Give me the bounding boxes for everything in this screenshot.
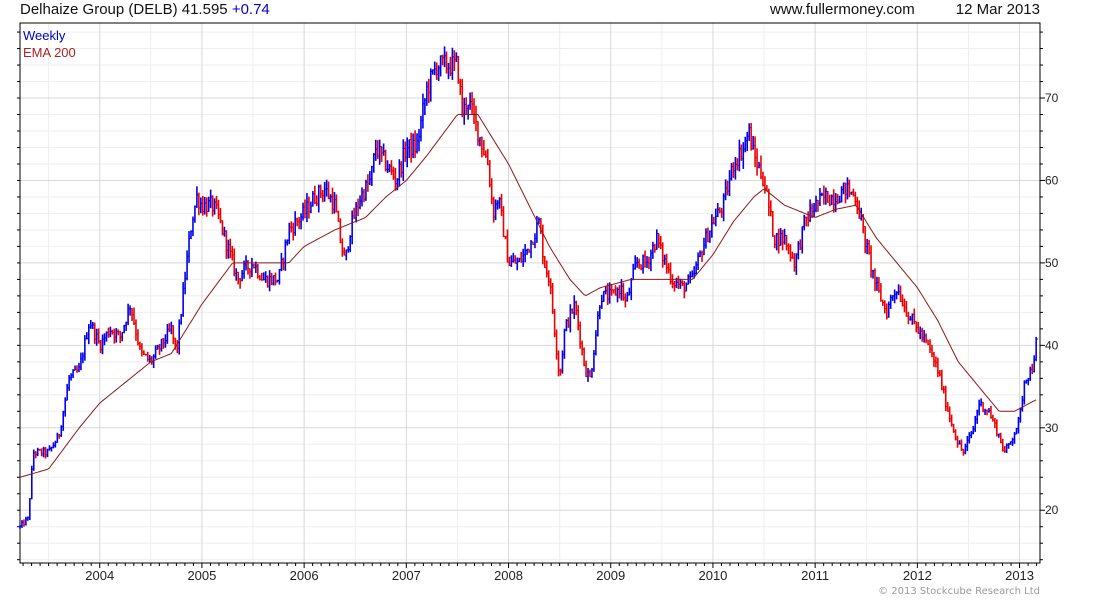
legend-weekly: Weekly [23, 28, 66, 43]
price-change: +0.74 [231, 1, 270, 18]
y-tick-label: 20 [1045, 503, 1059, 517]
y-tick-label: 70 [1045, 91, 1059, 105]
last-price: 41.595 [181, 1, 228, 18]
plot-frame [19, 22, 1041, 564]
x-tick-label: 2007 [392, 568, 421, 583]
x-tick-label: 2013 [1005, 568, 1034, 583]
x-tick-label: 2008 [494, 568, 523, 583]
chart-title: Delhaize Group (DELB) 41.595 +0.74 [20, 1, 270, 18]
chart-date: 12 Mar 2013 [955, 1, 1040, 18]
y-tick-label: 40 [1045, 338, 1059, 352]
site-link[interactable]: www.fullermoney.com [770, 1, 915, 18]
y-tick-label: 50 [1045, 256, 1059, 270]
y-tick-label: 30 [1045, 421, 1059, 435]
ema-200-line [19, 114, 1037, 478]
x-tick-label: 2012 [903, 568, 932, 583]
x-tick-label: 2010 [698, 568, 727, 583]
x-tick-label: 2005 [187, 568, 216, 583]
x-tick-label: 2006 [290, 568, 319, 583]
x-tick-label: 2009 [596, 568, 625, 583]
legend-ema: EMA 200 [23, 45, 76, 60]
x-tick-label: 2011 [801, 568, 829, 583]
copyright: © 2013 Stockcube Research Ltd [878, 586, 1040, 597]
y-tick-label: 60 [1045, 173, 1059, 187]
security-name: Delhaize Group (DELB) [20, 1, 178, 18]
x-tick-label: 2004 [85, 568, 114, 583]
